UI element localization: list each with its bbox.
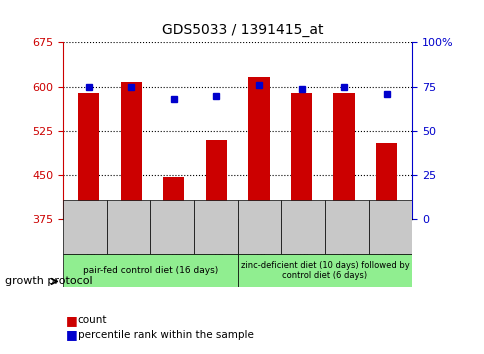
Text: percentile rank within the sample: percentile rank within the sample <box>77 330 253 339</box>
FancyBboxPatch shape <box>150 200 194 254</box>
FancyBboxPatch shape <box>324 200 368 254</box>
Text: GSM780666: GSM780666 <box>168 222 179 281</box>
Bar <box>290 93 312 219</box>
Text: GSM780669: GSM780669 <box>296 222 306 281</box>
FancyBboxPatch shape <box>237 200 281 254</box>
Bar <box>333 93 354 219</box>
FancyBboxPatch shape <box>63 200 106 254</box>
FancyBboxPatch shape <box>194 200 237 254</box>
Text: zinc-deficient diet (10 days) followed by
control diet (6 days): zinc-deficient diet (10 days) followed b… <box>240 261 408 280</box>
Text: ■: ■ <box>65 314 77 327</box>
Bar <box>78 93 99 219</box>
Bar <box>121 82 141 219</box>
Text: pair-fed control diet (16 days): pair-fed control diet (16 days) <box>83 266 217 275</box>
Bar <box>163 177 184 219</box>
Text: count: count <box>77 315 107 325</box>
FancyBboxPatch shape <box>368 200 411 254</box>
FancyBboxPatch shape <box>63 254 237 287</box>
Text: GDS5033 / 1391415_at: GDS5033 / 1391415_at <box>162 23 322 37</box>
FancyBboxPatch shape <box>237 254 411 287</box>
Text: GSM780665: GSM780665 <box>126 222 136 281</box>
Bar <box>375 143 396 219</box>
Bar <box>205 140 227 219</box>
Text: GSM780667: GSM780667 <box>211 222 221 281</box>
Text: growth protocol: growth protocol <box>5 276 92 286</box>
Text: GSM780670: GSM780670 <box>338 222 348 281</box>
FancyBboxPatch shape <box>281 200 324 254</box>
Text: GSM780668: GSM780668 <box>254 222 263 281</box>
Bar <box>248 77 269 219</box>
Text: GSM780664: GSM780664 <box>83 222 93 281</box>
FancyBboxPatch shape <box>106 200 150 254</box>
Text: ■: ■ <box>65 328 77 341</box>
Text: GSM780671: GSM780671 <box>381 222 391 281</box>
